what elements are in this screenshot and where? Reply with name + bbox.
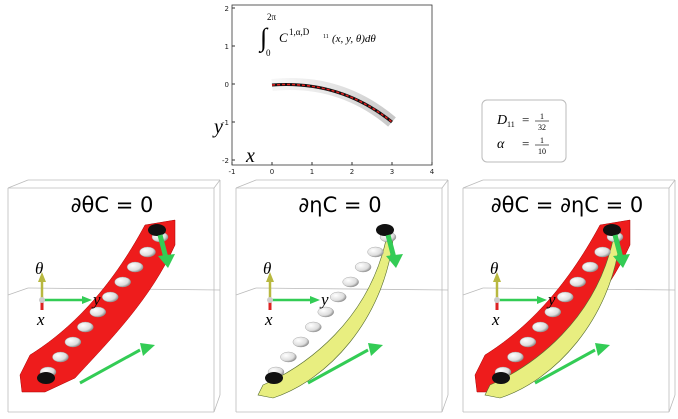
box-edge xyxy=(669,180,675,188)
ball xyxy=(77,322,93,332)
box-edge xyxy=(442,395,448,412)
box-edge xyxy=(463,180,483,188)
ball xyxy=(115,277,131,287)
y-tick-label: 2 xyxy=(225,5,229,13)
ball xyxy=(507,352,523,362)
box-edge xyxy=(8,180,28,188)
x-label: x xyxy=(264,310,273,329)
y-label: y xyxy=(212,116,223,138)
x-tick-label: 0 xyxy=(270,168,274,176)
param-symbol: α xyxy=(497,137,505,152)
param-subscript: 11 xyxy=(507,120,515,129)
box-edge xyxy=(236,180,256,188)
ball xyxy=(127,262,143,272)
y-tick-label: -1 xyxy=(222,119,229,127)
ball xyxy=(330,292,346,302)
ball xyxy=(532,322,548,332)
ball xyxy=(102,292,118,302)
axis-origin xyxy=(39,297,45,303)
ball xyxy=(305,322,321,332)
integrand: C xyxy=(279,30,288,45)
panel: θ y x ∂ηC = 0 xyxy=(236,180,448,412)
x-tick-label: 4 xyxy=(430,168,435,176)
box-edge xyxy=(256,288,448,290)
x-tick-label: -1 xyxy=(229,168,236,176)
end-ball xyxy=(148,224,166,236)
end-ball xyxy=(603,224,621,236)
x-label: x xyxy=(245,145,255,167)
axis-origin xyxy=(267,297,273,303)
integral-upper: 2π xyxy=(267,12,277,22)
integral-lower: 0 xyxy=(266,48,271,58)
y-tick-label: -2 xyxy=(222,157,229,165)
param-equals: = xyxy=(522,112,529,127)
end-ball xyxy=(492,372,510,384)
theta-label: θ xyxy=(35,259,43,278)
ball xyxy=(582,262,598,272)
box-edge xyxy=(463,288,483,295)
normal-arrowhead xyxy=(595,343,610,356)
x-tick-label: 1 xyxy=(310,168,314,176)
end-ball xyxy=(265,372,283,384)
axis-y-head xyxy=(82,296,92,304)
ball xyxy=(570,277,586,287)
panel: θ y x ∂θC = ∂ηC = 0 xyxy=(463,180,675,412)
param-numerator: 1 xyxy=(540,112,544,121)
end-ball xyxy=(37,372,55,384)
ball xyxy=(355,262,371,272)
y-label: y xyxy=(319,290,329,309)
figure: -101234210-1-2 2π ∫ 0 C 1,α,D 11 (x, y, … xyxy=(0,0,678,419)
panel-title: ∂ηC = 0 xyxy=(298,193,381,217)
theta-label: θ xyxy=(263,259,271,278)
superscript-sub: 11 xyxy=(323,34,329,40)
param-symbol: D xyxy=(496,113,507,128)
param-denominator: 10 xyxy=(538,147,546,156)
param-denominator: 32 xyxy=(538,123,546,132)
y-label: y xyxy=(546,290,556,309)
normal-arrowhead xyxy=(140,343,155,356)
panel: θ y x ∂θC = 0 xyxy=(8,180,220,412)
box-edge xyxy=(8,288,28,295)
ball xyxy=(140,247,156,257)
superscript: 1,α,D xyxy=(289,27,310,37)
ball xyxy=(65,337,81,347)
axis-y-head xyxy=(537,296,547,304)
integrand-args: (x, y, θ)dθ xyxy=(332,33,376,45)
param-equals: = xyxy=(522,136,529,151)
y-label: y xyxy=(91,290,101,309)
ball xyxy=(52,352,68,362)
box-edge xyxy=(442,180,448,188)
box-edge xyxy=(214,395,220,412)
box-edge xyxy=(236,288,256,295)
parameter-box xyxy=(482,100,566,162)
y-tick-label: 1 xyxy=(225,43,229,51)
box-edge xyxy=(214,180,220,188)
ball xyxy=(520,337,536,347)
x-tick-label: 3 xyxy=(390,168,394,176)
panel-title: ∂θC = ∂ηC = 0 xyxy=(491,193,643,217)
end-ball xyxy=(376,224,394,236)
y-tick-label: 0 xyxy=(225,81,229,89)
normal-arrowhead xyxy=(368,343,383,356)
box-edge xyxy=(669,395,675,412)
theta-label: θ xyxy=(490,259,498,278)
ball xyxy=(368,247,384,257)
axis-origin xyxy=(494,297,500,303)
ball xyxy=(343,277,359,287)
panel-title: ∂θC = 0 xyxy=(71,193,154,217)
ball xyxy=(557,292,573,302)
x-tick-label: 2 xyxy=(350,168,354,176)
param-numerator: 1 xyxy=(540,136,544,145)
ball xyxy=(293,337,309,347)
ball xyxy=(595,247,611,257)
axis-y-head xyxy=(310,296,320,304)
x-label: x xyxy=(36,310,45,329)
x-label: x xyxy=(491,310,500,329)
ball xyxy=(280,352,296,362)
